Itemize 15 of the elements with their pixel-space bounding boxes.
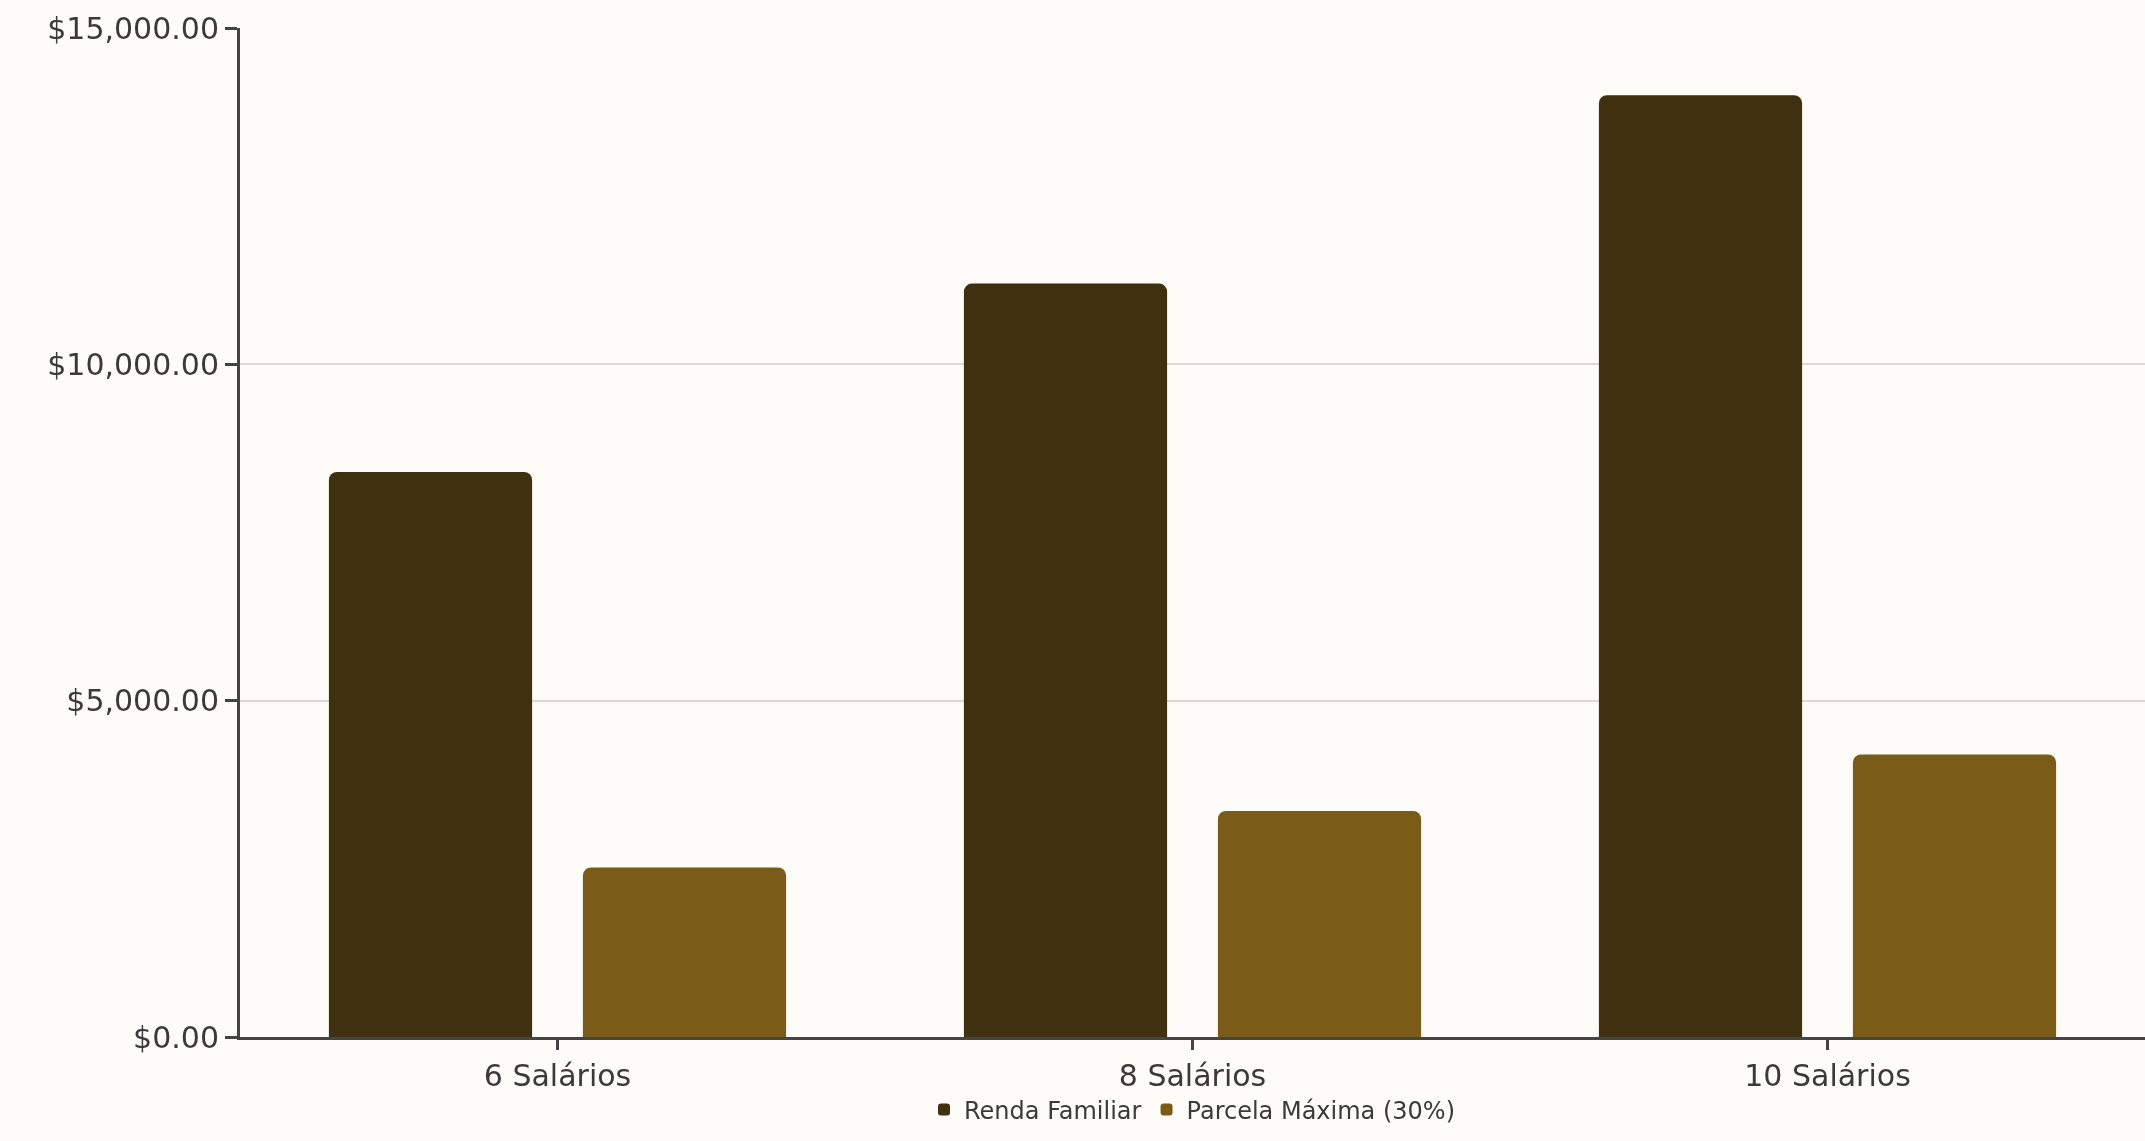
- x-tick-label: 8 Salários: [1118, 1058, 1267, 1093]
- bar: [1598, 95, 1803, 1037]
- y-tick-label: $0.00: [133, 1019, 219, 1055]
- x-tick-label: 6 Salários: [483, 1058, 632, 1093]
- bar: [1217, 810, 1422, 1037]
- x-tick-label: 10 Salários: [1744, 1058, 1911, 1093]
- bar: [963, 283, 1168, 1037]
- bar: [328, 471, 533, 1037]
- y-tick-label: $5,000.00: [66, 683, 219, 719]
- y-tick-label: $15,000.00: [47, 10, 219, 46]
- y-tick-label: $10,000.00: [47, 346, 219, 382]
- legend-label: Renda Familiar: [964, 1096, 1142, 1125]
- legend-label: Parcela Máxima (30%): [1186, 1096, 1456, 1125]
- bar: [1852, 754, 2057, 1037]
- bar: [582, 867, 787, 1037]
